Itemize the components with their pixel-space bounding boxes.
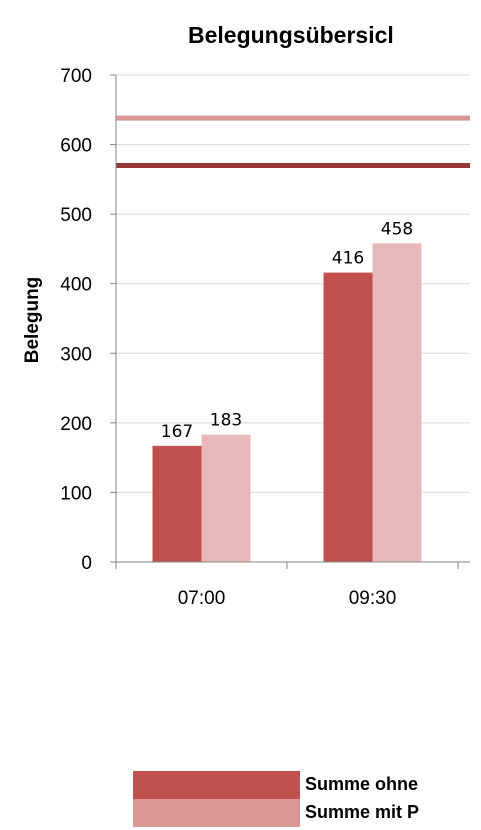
- x-tick-label: 07:00: [178, 588, 226, 609]
- legend: Summe ohne Summe mit P: [133, 771, 419, 827]
- y-tick-labels: 0 100 200 300 400 500 600 700: [60, 66, 92, 574]
- y-axis-label: Belegung: [22, 277, 43, 364]
- legend-label: Summe ohne: [305, 774, 418, 794]
- bar: [372, 243, 422, 562]
- data-label: 458: [381, 219, 413, 239]
- reference-lines: [116, 115, 470, 168]
- data-label: 416: [332, 249, 364, 269]
- x-tick-label: 09:30: [349, 588, 397, 609]
- y-tick-label: 200: [60, 414, 92, 435]
- legend-label: Summe mit P: [305, 802, 419, 822]
- bar: [201, 434, 251, 562]
- y-tick-label: 0: [81, 553, 92, 574]
- chart-title: Belegungsübersicl: [188, 22, 394, 48]
- legend-swatch: [133, 771, 300, 799]
- x-tick-labels: 07:00 09:30: [178, 588, 397, 609]
- y-tick-label: 400: [60, 275, 92, 296]
- bar: [152, 445, 202, 562]
- gridlines: [116, 74, 470, 493]
- data-label: 183: [210, 411, 242, 431]
- y-tick-label: 500: [60, 205, 92, 226]
- bar: [323, 272, 373, 562]
- y-tick-label: 300: [60, 344, 92, 365]
- data-labels: 167 183 416 458: [161, 219, 413, 441]
- bars: [152, 243, 422, 562]
- axes: [110, 74, 470, 569]
- y-tick-label: 700: [60, 66, 92, 87]
- data-label: 167: [161, 422, 193, 442]
- legend-swatch: [133, 799, 300, 827]
- y-tick-label: 100: [60, 483, 92, 504]
- y-tick-label: 600: [60, 136, 92, 157]
